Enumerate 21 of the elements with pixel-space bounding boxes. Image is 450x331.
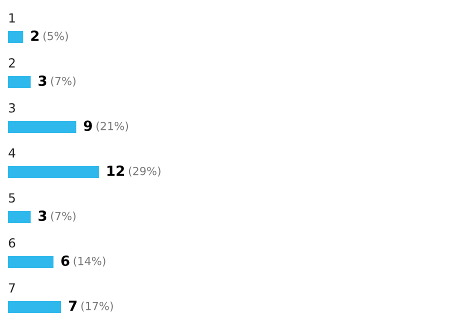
bar — [8, 301, 62, 314]
data-label: 3 (7%) — [38, 76, 76, 87]
y-tick-label: 6 — [8, 238, 16, 248]
y-tick-label: 1 — [9, 13, 15, 22]
bar — [8, 30, 24, 43]
data-label: 2 (5%) — [31, 30, 68, 42]
y-tick-label: 2 — [8, 58, 15, 68]
y-tick-label: 3 — [8, 103, 15, 113]
data-label: 3 (7%) — [38, 210, 76, 222]
bar — [8, 121, 76, 133]
data-label: 12 (29%) — [107, 166, 160, 177]
bar — [8, 166, 99, 178]
data-label: 6 (14%) — [61, 256, 106, 267]
y-tick-label: 7 — [9, 283, 15, 292]
bar — [8, 256, 54, 268]
data-label: 9 (21%) — [84, 120, 128, 132]
bar — [8, 76, 31, 88]
y-tick-label: 5 — [8, 193, 15, 203]
bar — [8, 211, 31, 224]
y-tick-label: 4 — [8, 148, 16, 158]
data-label: 7 (17%) — [68, 300, 113, 312]
